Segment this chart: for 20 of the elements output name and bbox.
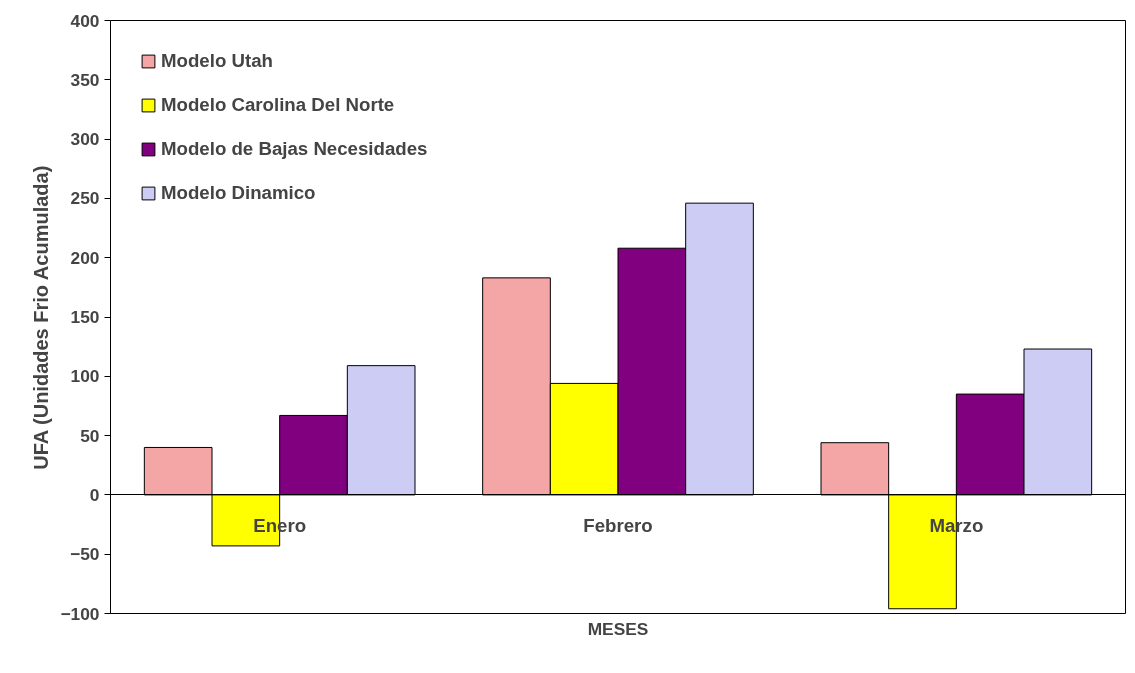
y-tick-label: −50 — [70, 544, 100, 565]
legend-label: Modelo Utah — [161, 50, 273, 72]
y-tick-label: 150 — [70, 307, 100, 327]
legend-label: Modelo Dinamico — [161, 182, 316, 204]
y-tick-label: −100 — [60, 603, 100, 624]
x-axis-title: MESES — [587, 618, 649, 639]
x-tick-label: Marzo — [929, 514, 984, 536]
y-tick-label: 200 — [70, 247, 100, 268]
y-tick-label: 100 — [70, 366, 100, 387]
y-tick-label: 350 — [70, 69, 100, 90]
y-tick-label: 250 — [70, 188, 100, 209]
legend-label: Modelo de Bajas Necesidades — [161, 138, 428, 160]
y-tick-label: 50 — [80, 425, 100, 446]
y-axis-title: UFA (Unidades Frio Acumulada) — [30, 165, 53, 470]
x-tick-label: Febrero — [583, 514, 653, 536]
y-tick-label: 300 — [70, 129, 100, 150]
y-tick-label: 400 — [70, 10, 100, 31]
y-tick-label: 0 — [89, 484, 100, 505]
legend-label: Modelo Carolina Del Norte — [161, 94, 395, 116]
x-tick-label: Enero — [253, 514, 307, 536]
